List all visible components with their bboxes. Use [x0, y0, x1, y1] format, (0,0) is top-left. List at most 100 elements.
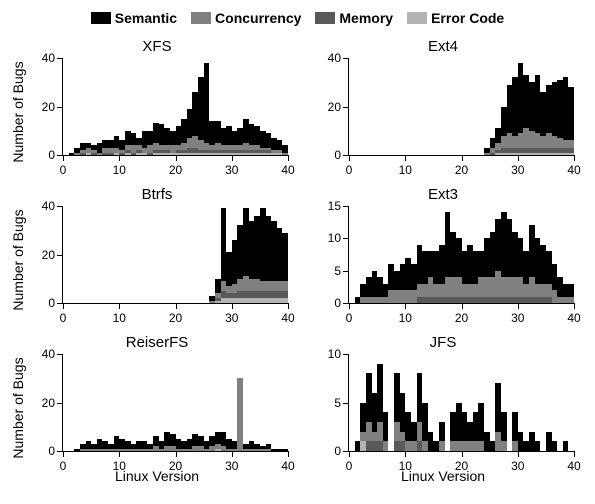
legend-swatch	[91, 12, 111, 24]
x-tick-label: 10	[399, 163, 412, 177]
stacked-bar	[552, 354, 558, 451]
y-tick	[343, 354, 349, 355]
x-tick	[518, 451, 519, 457]
y-tick-label: 0	[313, 296, 341, 310]
x-tick	[288, 303, 289, 309]
panel-title: Ext3	[306, 186, 580, 203]
bar-segment	[282, 298, 288, 303]
bar-segment	[568, 140, 574, 147]
y-tick	[343, 58, 349, 59]
panel-title: JFS	[306, 334, 580, 351]
x-tick-label: 30	[511, 163, 524, 177]
y-tick	[343, 238, 349, 239]
y-tick-label: 40	[27, 347, 55, 361]
stacked-bar	[535, 354, 541, 451]
legend-label: Semantic	[115, 10, 177, 26]
legend-swatch	[191, 12, 211, 24]
x-tick	[518, 303, 519, 309]
y-tick	[57, 255, 63, 256]
chart-panel: ReiserFSNumber of Bugs02040010203040Linu…	[20, 336, 294, 480]
x-tick-label: 10	[113, 163, 126, 177]
chart-panel: JFS0510010203040Linux Version	[306, 336, 580, 480]
bar-segment	[282, 233, 288, 282]
stacked-bar	[568, 206, 574, 303]
panel-grid: XFSNumber of Bugs02040010203040Ext402040…	[20, 40, 580, 480]
bar-segment	[439, 422, 445, 441]
chart-panel: BtrfsNumber of Bugs02040010203040	[20, 188, 294, 332]
bar-segment	[568, 297, 574, 303]
y-tick	[57, 206, 63, 207]
stacked-bar	[282, 58, 288, 155]
chart-panel: Ext3 051015010203040	[306, 188, 580, 332]
x-tick	[288, 451, 289, 457]
y-axis-label: Number of Bugs	[10, 209, 26, 310]
x-axis-label: Linux Version	[306, 468, 580, 484]
x-tick-label: 0	[346, 163, 353, 177]
bar-segment	[568, 87, 574, 140]
bar-segment	[282, 281, 288, 291]
y-tick	[343, 403, 349, 404]
bar-segment	[282, 153, 288, 155]
y-tick	[57, 107, 63, 108]
bar-segment	[383, 441, 389, 451]
bar-segment	[501, 412, 507, 441]
legend-item: Memory	[315, 10, 393, 26]
legend-swatch	[407, 12, 427, 24]
panel-title: Btrfs	[20, 186, 294, 203]
bar-segment	[439, 441, 445, 451]
panel-title: Ext4	[306, 38, 580, 55]
bar-segment	[501, 441, 507, 451]
stacked-bar	[383, 354, 389, 451]
y-tick-label: 20	[27, 248, 55, 262]
x-tick-label: 20	[455, 163, 468, 177]
stacked-bar	[568, 58, 574, 155]
y-tick-label: 0	[27, 148, 55, 162]
plot-area: 02040010203040	[62, 58, 288, 156]
x-tick-label: 20	[455, 311, 468, 325]
y-axis-label: Number of Bugs	[10, 61, 26, 162]
plot-area: 051015010203040	[348, 206, 574, 304]
y-tick-label: 10	[313, 347, 341, 361]
legend-item: Concurrency	[191, 10, 301, 26]
bar-segment	[568, 148, 574, 153]
chart-panel: XFSNumber of Bugs02040010203040	[20, 40, 294, 184]
x-tick	[574, 155, 575, 161]
bar-segment	[552, 441, 558, 451]
x-tick	[462, 155, 463, 161]
x-tick	[349, 451, 350, 457]
x-tick	[119, 303, 120, 309]
x-tick	[119, 155, 120, 161]
stacked-bar	[282, 206, 288, 303]
x-tick-label: 40	[281, 163, 294, 177]
y-tick-label: 40	[313, 51, 341, 65]
chart-panel: Ext4 02040010203040	[306, 40, 580, 184]
legend-label: Error Code	[431, 10, 504, 26]
x-tick-label: 0	[60, 311, 67, 325]
x-tick	[232, 451, 233, 457]
x-tick-label: 20	[169, 163, 182, 177]
bar-segment	[282, 449, 288, 451]
x-tick-label: 10	[113, 311, 126, 325]
stacked-bar	[501, 354, 507, 451]
y-tick-label: 5	[313, 396, 341, 410]
x-tick-label: 40	[567, 311, 580, 325]
y-tick-label: 40	[27, 199, 55, 213]
y-tick-label: 20	[313, 100, 341, 114]
y-tick-label: 0	[27, 444, 55, 458]
stacked-bar	[282, 354, 288, 451]
x-tick-label: 0	[346, 311, 353, 325]
x-tick	[232, 155, 233, 161]
x-tick	[405, 303, 406, 309]
x-tick	[405, 155, 406, 161]
x-tick	[63, 303, 64, 309]
x-tick	[405, 451, 406, 457]
stacked-bar	[439, 354, 445, 451]
legend-swatch	[315, 12, 335, 24]
y-tick-label: 0	[313, 444, 341, 458]
x-axis-label: Linux Version	[20, 468, 294, 484]
x-tick	[349, 155, 350, 161]
plot-area: 02040010203040	[62, 206, 288, 304]
x-tick	[176, 303, 177, 309]
plot-area: 02040010203040	[348, 58, 574, 156]
stacked-bar	[563, 354, 569, 451]
